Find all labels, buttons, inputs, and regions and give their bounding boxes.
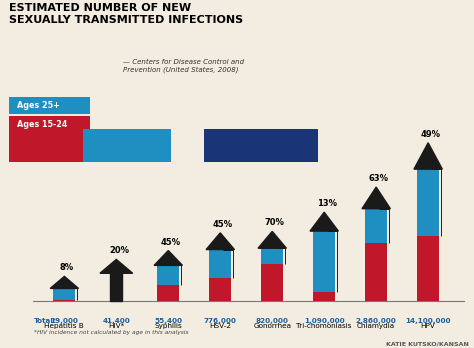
Text: 1,090,000: 1,090,000	[304, 318, 345, 324]
Text: 63%: 63%	[369, 174, 389, 183]
Text: 55,400: 55,400	[155, 318, 182, 324]
Text: 49%: 49%	[421, 130, 441, 139]
Polygon shape	[206, 233, 235, 250]
Bar	[210, 250, 231, 278]
Text: — Centers for Disease Control and
Prevention (United States, 2008): — Centers for Disease Control and Preven…	[123, 59, 245, 73]
Bar	[210, 278, 231, 301]
Text: 20%: 20%	[109, 246, 129, 255]
Bar	[365, 243, 387, 301]
Polygon shape	[310, 212, 338, 231]
Bar	[261, 264, 283, 301]
Text: Total:: Total:	[244, 133, 277, 143]
Bar	[110, 273, 122, 301]
Text: 45%: 45%	[213, 220, 233, 229]
Text: *HIV incidence not calculated by age in this analysis: *HIV incidence not calculated by age in …	[34, 330, 189, 335]
Text: Ages 15-24: Ages 15-24	[17, 120, 67, 129]
Text: Total:: Total:	[34, 318, 57, 324]
Bar	[54, 288, 75, 300]
Text: 14,100,000: 14,100,000	[405, 318, 451, 324]
Text: 45%: 45%	[161, 238, 181, 247]
Bar	[313, 292, 335, 301]
Bar	[313, 231, 335, 292]
Text: 820,000: 820,000	[256, 318, 289, 324]
Text: ESTIMATED NUMBER OF NEW
SEXUALLY TRANSMITTED INFECTIONS: ESTIMATED NUMBER OF NEW SEXUALLY TRANSMI…	[9, 3, 244, 25]
Polygon shape	[154, 251, 182, 266]
Polygon shape	[50, 276, 79, 288]
Polygon shape	[362, 187, 391, 209]
Text: 2,860,000: 2,860,000	[356, 318, 397, 324]
Text: 13%: 13%	[317, 199, 337, 208]
Text: 19,000: 19,000	[50, 318, 78, 324]
Text: 19,738,800: 19,738,800	[217, 145, 305, 160]
Bar	[417, 236, 439, 301]
Polygon shape	[258, 231, 286, 248]
Bar	[261, 248, 283, 264]
Polygon shape	[414, 143, 442, 169]
Bar	[157, 285, 179, 301]
Text: 776,000: 776,000	[204, 318, 237, 324]
Text: 8%: 8%	[60, 263, 74, 272]
Bar	[365, 209, 387, 243]
Bar	[417, 169, 439, 236]
Polygon shape	[100, 259, 133, 273]
Text: Young people (15-
24) represent 50%
of all new STIs: Young people (15- 24) represent 50% of a…	[13, 137, 79, 154]
Text: 70%: 70%	[265, 219, 285, 227]
Text: KATIE KUTSKO/KANSAN: KATIE KUTSKO/KANSAN	[386, 341, 469, 346]
Bar	[157, 266, 179, 285]
Text: Ages 25+: Ages 25+	[17, 101, 59, 110]
Text: 41,400: 41,400	[102, 318, 130, 324]
Bar	[54, 300, 75, 301]
